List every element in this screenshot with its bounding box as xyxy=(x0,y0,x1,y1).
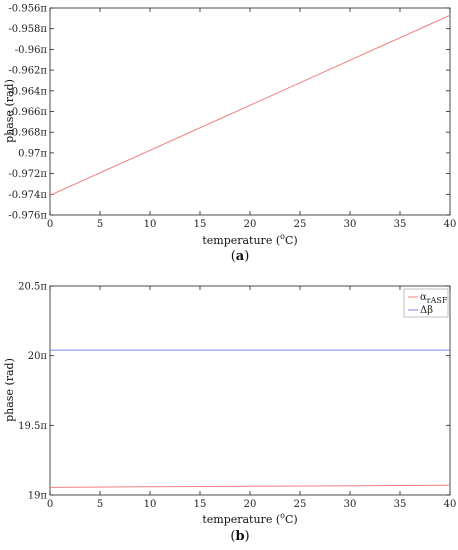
x-tick-label: 25 xyxy=(294,219,307,230)
y-tick-label: 19π xyxy=(28,491,48,502)
x-ticks-b: 0 5 10 15 20 25 30 35 40 xyxy=(47,286,457,510)
y-tick-label: -0.968π xyxy=(8,128,47,139)
x-tick-label: 5 xyxy=(97,499,103,510)
y-tick-label: -0.966π xyxy=(8,107,47,118)
x-tick-label: 10 xyxy=(144,499,157,510)
x-tick-label: 30 xyxy=(344,219,357,230)
legend-box xyxy=(403,288,449,318)
y-ticks-b: 19π 19.5π 20π 20.5π xyxy=(18,282,450,502)
y-axis-label-a: phase (rad) xyxy=(3,79,16,143)
x-tick-label: 0 xyxy=(47,219,53,230)
y-axis-label-b: phase (rad) xyxy=(3,358,16,422)
x-tick-label: 40 xyxy=(444,219,457,230)
legend-b: αrASF Δβ xyxy=(403,288,449,318)
legend-label-alpha: αrASF xyxy=(420,292,448,305)
y-ticks-a: -0.956π -0.958π -0.96π -0.962π -0.964π -0.966… xyxy=(8,4,450,222)
x-tick-label: 15 xyxy=(194,499,207,510)
x-axis-label-b: temperature (oC) xyxy=(202,511,297,526)
y-tick-label: -0.962π xyxy=(8,66,47,77)
y-tick-label: -0.974π xyxy=(8,190,47,201)
y-tick-label: 0.97π xyxy=(18,148,47,159)
series-line-b-0 xyxy=(49,484,451,488)
chart-panel-a: -0.956π -0.958π -0.96π -0.962π -0.964π -0.966… xyxy=(3,4,456,265)
series-line-a-0 xyxy=(49,14,451,196)
panel-caption-b: (b) xyxy=(230,529,249,544)
x-tick-label: 5 xyxy=(97,219,103,230)
x-tick-label: 0 xyxy=(47,499,53,510)
x-tick-label: 15 xyxy=(194,219,207,230)
y-tick-label: -0.958π xyxy=(8,24,47,35)
plot-area-b xyxy=(49,285,451,496)
y-tick-label: -0.96π xyxy=(15,45,48,56)
series-group-b xyxy=(49,349,451,488)
x-tick-label: 25 xyxy=(294,499,307,510)
legend-label-delta-beta: Δβ xyxy=(420,305,433,316)
y-tick-label: -0.976π xyxy=(8,211,47,222)
x-tick-label: 30 xyxy=(344,499,357,510)
panel-caption-a: (a) xyxy=(231,249,250,264)
x-tick-label: 20 xyxy=(244,499,257,510)
x-axis-label-a: temperature (oC) xyxy=(202,232,297,247)
chart-panel-b: 19π 19.5π 20π 20.5π 0 5 10 15 20 25 30 35 40 phase … xyxy=(3,282,456,545)
y-tick-label: 19.5π xyxy=(18,421,47,432)
y-tick-label: 20.5π xyxy=(18,282,47,293)
x-tick-label: 20 xyxy=(244,219,257,230)
y-tick-label: -0.972π xyxy=(8,169,47,180)
x-tick-label: 40 xyxy=(444,499,457,510)
x-ticks-a: 0 5 10 15 20 25 30 35 40 xyxy=(47,8,457,230)
y-tick-label: 20π xyxy=(28,351,48,362)
y-tick-label: -0.956π xyxy=(8,4,47,15)
plot-area-a xyxy=(49,7,451,216)
x-tick-label: 35 xyxy=(394,219,407,230)
x-tick-label: 35 xyxy=(394,499,407,510)
y-tick-label: -0.964π xyxy=(8,86,47,97)
x-tick-label: 10 xyxy=(144,219,157,230)
series-group-a xyxy=(49,14,451,196)
